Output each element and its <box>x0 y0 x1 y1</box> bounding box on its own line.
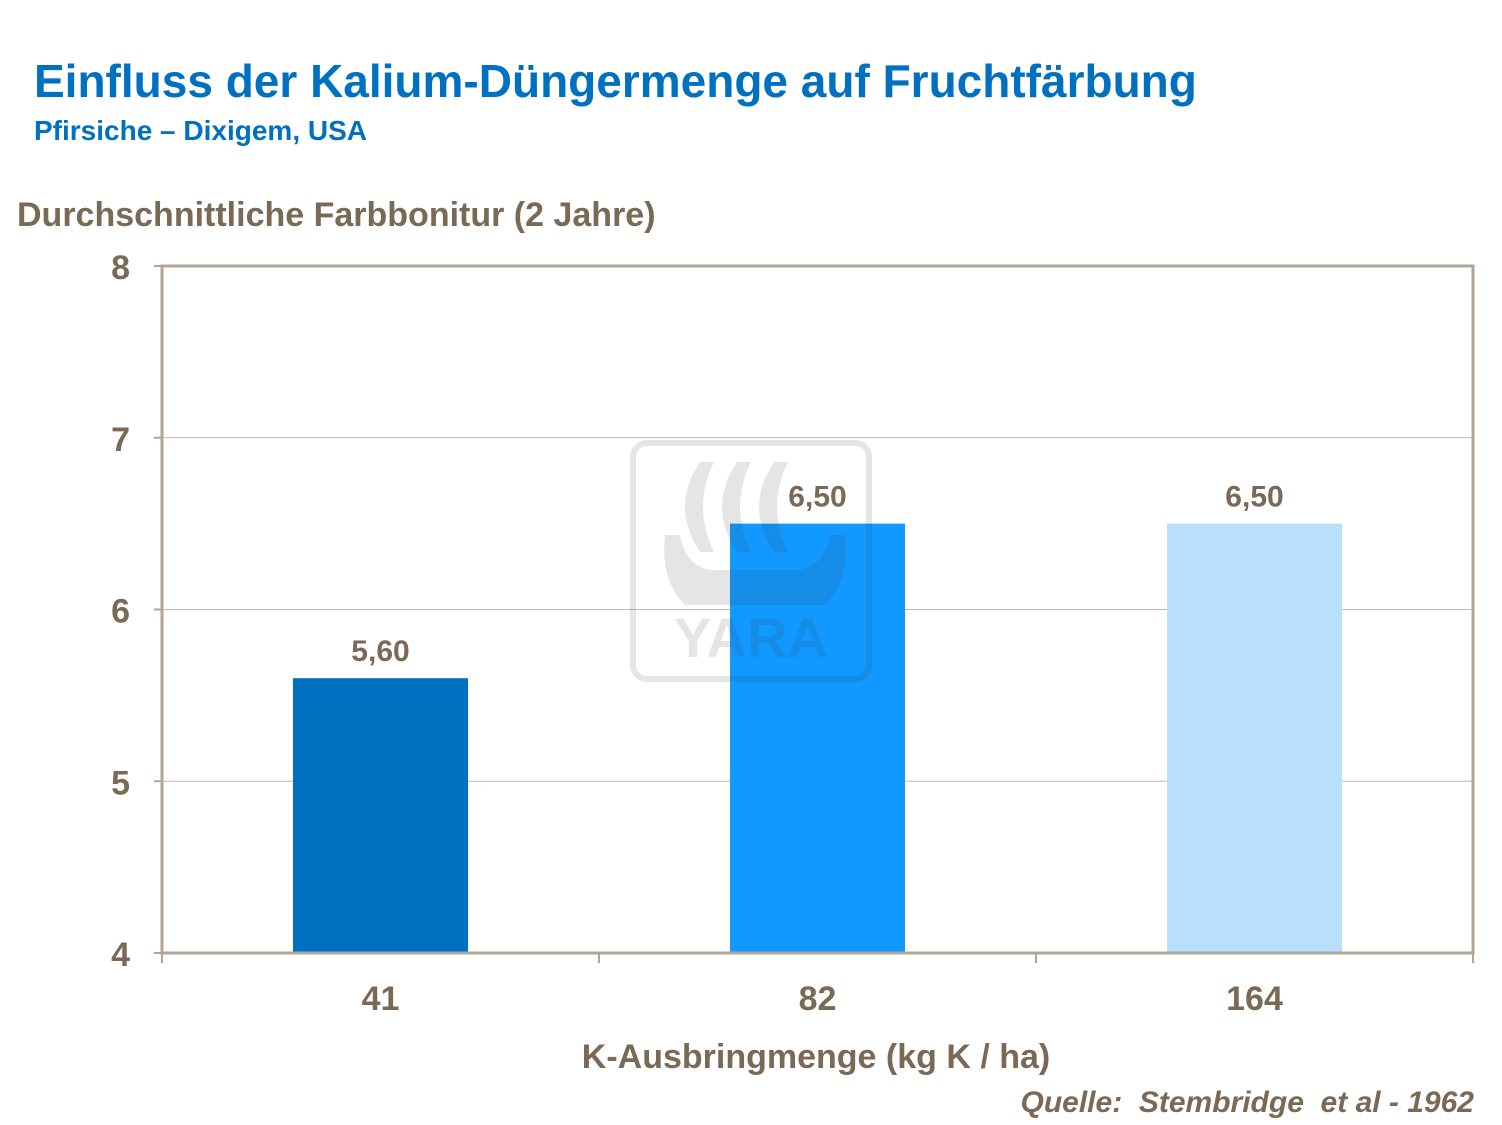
logo-wave <box>685 462 714 552</box>
y-tick-label: 6 <box>111 593 130 631</box>
source-note: Quelle: Stembridge et al - 1962 <box>1020 1086 1475 1119</box>
x-tick-label: 41 <box>362 980 400 1018</box>
x-tick-label: 164 <box>1226 980 1283 1018</box>
y-axis-label: Durchschnittliche Farbbonitur (2 Jahre) <box>17 196 656 234</box>
yara-logo-watermark: YARA <box>630 440 872 682</box>
plot-frame <box>160 264 1475 955</box>
data-label: 6,50 <box>1225 481 1283 514</box>
y-tick-label: 4 <box>111 936 130 974</box>
bar-41 <box>293 678 468 953</box>
bar-164 <box>1167 523 1342 953</box>
y-tick-label: 7 <box>111 421 130 459</box>
y-tick-label: 5 <box>111 764 130 802</box>
data-label: 5,60 <box>351 635 409 668</box>
data-label: 6,50 <box>788 481 846 514</box>
logo-wave <box>722 462 751 552</box>
logo-frame <box>630 440 872 682</box>
x-tick-label: 82 <box>799 980 837 1018</box>
bar-82 <box>730 523 905 953</box>
logo-text: YARA <box>674 606 828 669</box>
y-tick-label: 8 <box>111 249 130 287</box>
chart-subtitle: Pfirsiche – Dixigem, USA <box>34 115 368 146</box>
x-axis-label: K-Ausbringmenge (kg K / ha) <box>581 1038 1051 1076</box>
logo-wave <box>759 462 788 552</box>
chart-title: Einfluss der Kalium-Düngermenge auf Fruc… <box>34 55 1197 107</box>
logo-ship <box>664 535 846 605</box>
